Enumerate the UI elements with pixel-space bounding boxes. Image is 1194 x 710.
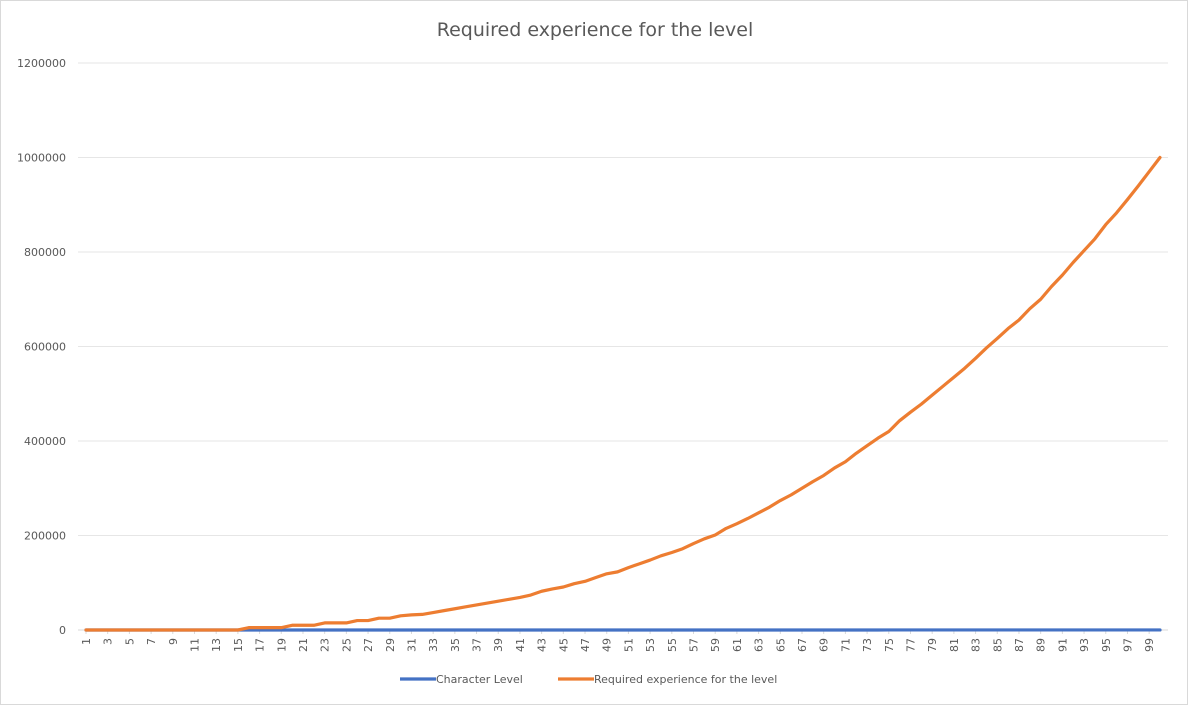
x-tick-label: 79 xyxy=(926,638,939,652)
x-tick-label: 23 xyxy=(319,638,332,652)
x-tick-label: 19 xyxy=(275,638,288,652)
x-tick-label: 67 xyxy=(796,638,809,652)
x-tick-label: 39 xyxy=(492,638,505,652)
x-tick-label: 87 xyxy=(1013,638,1026,652)
series-line-required-experience-for-the-level xyxy=(84,155,1162,632)
y-tick-label: 1200000 xyxy=(17,57,66,70)
x-tick-label: 55 xyxy=(666,638,679,652)
x-tick-label: 21 xyxy=(297,638,310,652)
x-tick-label: 49 xyxy=(601,638,614,652)
x-tick-label: 91 xyxy=(1056,638,1069,652)
legend: Character Level Required experience for t… xyxy=(400,673,777,686)
x-tick-label: 33 xyxy=(427,638,440,652)
y-axis-tick-labels: 0 200000 400000 600000 800000 1000000 1200000 xyxy=(17,57,66,637)
series-lines xyxy=(84,155,1162,632)
x-tick-label: 25 xyxy=(340,638,353,652)
x-tick-label: 53 xyxy=(644,638,657,652)
chart-title: Required experience for the level xyxy=(437,19,754,41)
x-tick-label: 89 xyxy=(1035,638,1048,652)
x-tick-label: 31 xyxy=(405,638,418,652)
legend-label: Required experience for the level xyxy=(594,673,777,686)
x-tick-label: 1 xyxy=(80,638,93,645)
x-tick-label: 77 xyxy=(904,638,917,652)
y-tick-label: 400000 xyxy=(24,435,66,448)
x-tick-label: 71 xyxy=(839,638,852,652)
x-tick-label: 73 xyxy=(861,638,874,652)
x-tick-label: 35 xyxy=(449,638,462,652)
y-tick-label: 800000 xyxy=(24,246,66,259)
x-tick-label: 5 xyxy=(123,638,136,645)
x-axis-tick-labels: 1 3 5 7 9 11 13 15 17 19 21 23 25 27 29 31 33 35 37 39 41 43 4… xyxy=(80,630,1156,652)
x-tick-label: 41 xyxy=(514,638,527,652)
x-tick-label: 61 xyxy=(731,638,744,652)
x-tick-label: 43 xyxy=(536,638,549,652)
legend-label: Character Level xyxy=(436,673,523,686)
y-tick-label: 600000 xyxy=(24,341,66,354)
y-tick-label: 200000 xyxy=(24,530,66,543)
x-tick-label: 95 xyxy=(1100,638,1113,652)
x-tick-label: 29 xyxy=(384,638,397,652)
x-tick-label: 15 xyxy=(232,638,245,652)
x-tick-label: 3 xyxy=(102,638,115,645)
x-tick-label: 17 xyxy=(254,638,267,652)
x-tick-label: 75 xyxy=(883,638,896,652)
x-tick-label: 51 xyxy=(622,638,635,652)
x-tick-label: 81 xyxy=(948,638,961,652)
x-tick-label: 45 xyxy=(557,638,570,652)
y-tick-label: 1000000 xyxy=(17,152,66,165)
x-tick-label: 11 xyxy=(188,638,201,652)
x-tick-label: 47 xyxy=(579,638,592,652)
x-tick-label: 63 xyxy=(753,638,766,652)
x-tick-label: 27 xyxy=(362,638,375,652)
x-tick-label: 83 xyxy=(970,638,983,652)
x-tick-label: 99 xyxy=(1143,638,1156,652)
x-tick-label: 65 xyxy=(774,638,787,652)
x-tick-label: 57 xyxy=(688,638,701,652)
x-tick-label: 69 xyxy=(818,638,831,652)
x-tick-label: 93 xyxy=(1078,638,1091,652)
x-tick-label: 97 xyxy=(1121,638,1134,652)
x-tick-label: 85 xyxy=(991,638,1004,652)
x-tick-label: 59 xyxy=(709,638,722,652)
y-tick-label: 0 xyxy=(59,624,66,637)
x-tick-label: 37 xyxy=(471,638,484,652)
x-tick-label: 9 xyxy=(167,638,180,645)
x-tick-label: 7 xyxy=(145,638,158,645)
x-tick-label: 13 xyxy=(210,638,223,652)
